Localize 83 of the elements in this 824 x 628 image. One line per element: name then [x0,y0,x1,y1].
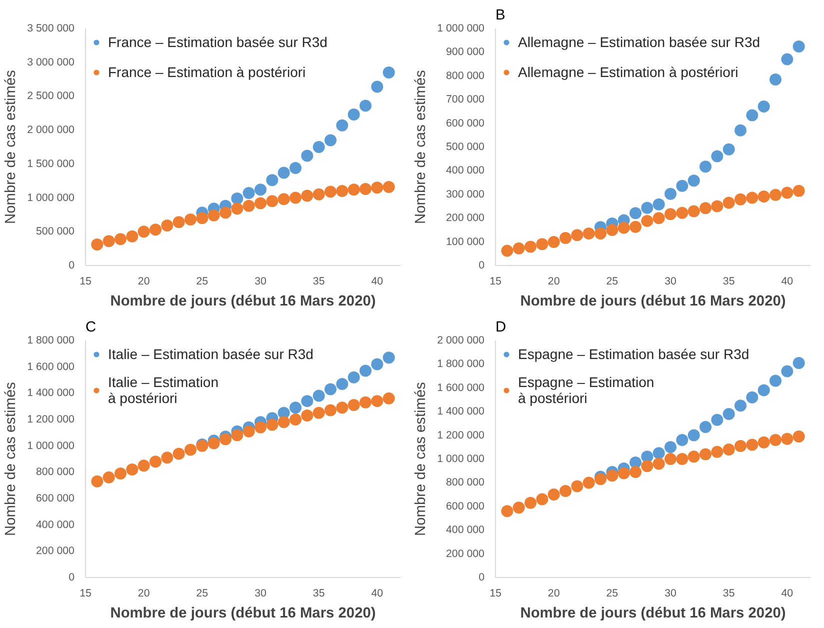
x-tick-label: 25 [606,588,618,600]
y-tick-label: 400 000 [36,518,75,531]
y-axis-title: Nombre de cas estimés [3,70,20,224]
y-tick-label: 3 000 000 [27,56,75,68]
y-tick-label: 500 000 [36,226,75,238]
y-tick-label: 1 000 000 [27,192,75,204]
legend-label: Italie – Estimation à postériori [108,374,218,406]
y-tick-label: 200 000 [446,548,485,560]
x-tick-label: 35 [312,276,325,288]
y-axis-title: Nombre de cas estimés [413,70,430,224]
text: B [496,8,506,24]
x-tick-label: 25 [196,588,208,600]
legend-label: France – Estimation basée sur R3d [108,34,328,50]
y-tick-label: 0 [68,260,75,272]
y-tick-label: 100 000 [446,236,485,248]
x-tick-label: 25 [606,276,618,288]
y-tick-label: 800 000 [36,466,75,478]
y-tick-label: 600 000 [446,500,485,512]
y-tick-label: 900 000 [446,46,485,58]
x-axis-title: Nombre de jours (début 16 Mars 2020) [110,606,376,622]
y-tick-label: 0 [68,572,75,584]
y-tick-label: 200 000 [446,212,485,224]
text: D [496,320,506,336]
y-tick-label: 300 000 [446,188,485,200]
y-tick-label: 0 [478,572,485,584]
y-tick-label: 1 400 000 [27,387,75,400]
y-tick-label: 1 200 000 [27,414,75,426]
x-tick-label: 20 [548,276,560,288]
x-tick-label: 15 [490,276,502,288]
y-tick-label: 200 000 [36,545,75,558]
y-tick-label: 1 800 000 [27,334,75,346]
y-tick-label: 1 600 000 [437,382,485,394]
y-tick-label: 1 500 000 [27,158,75,170]
y-tick-label: 400 000 [446,164,485,177]
x-tick-label: 20 [138,276,150,288]
x-axis-title: Nombre de jours (début 16 Mars 2020) [520,606,786,622]
x-tick-label: 20 [548,588,560,600]
y-axis-title: Nombre de cas estimés [3,382,20,536]
y-tick-label: 0 [478,260,485,272]
x-tick-label: 30 [254,276,266,288]
legend-label: Italie – Estimation basée sur R3d [108,346,314,362]
x-tick-label: 40 [781,276,794,288]
x-tick-label: 20 [138,588,150,600]
y-tick-label: 1 600 000 [27,360,75,373]
x-tick-label: 40 [371,588,384,600]
y-tick-label: 2 000 000 [27,124,75,136]
x-tick-label: 35 [722,588,735,600]
x-tick-label: 40 [781,588,794,600]
y-tick-label: 1 000 000 [437,22,485,34]
y-tick-label: 500 000 [446,141,485,153]
legend-label: France – Estimation à postériori [108,64,306,80]
legend-label: Allemagne – Estimation basée sur R3d [518,34,760,50]
y-tick-label: 1 000 000 [437,453,485,465]
y-tick-label: 2 500 000 [27,90,75,102]
legend-label: Espagne – Estimation basée sur R3d [518,346,750,362]
y-tick-label: 2 000 000 [437,334,485,346]
y-tick-label: 800 000 [446,70,485,82]
y-tick-label: 3 500 000 [27,22,75,34]
y-tick-label: 1 800 000 [437,358,485,370]
y-tick-label: 600 000 [446,117,485,130]
y-tick-label: 400 000 [446,524,485,536]
y-tick-label: 700 000 [446,94,485,106]
y-axis-title: Nombre de cas estimés [413,382,430,536]
x-tick-label: 35 [722,276,735,288]
x-tick-label: 30 [254,588,266,600]
y-tick-label: 1 400 000 [437,406,485,418]
y-tick-label: 600 000 [36,492,75,504]
x-axis-title: Nombre de jours (début 16 Mars 2020) [520,294,786,310]
x-tick-label: 35 [312,588,325,600]
text: C [86,320,96,336]
x-tick-label: 25 [196,276,208,288]
y-tick-label: 1 000 000 [27,440,75,452]
x-tick-label: 30 [664,588,676,600]
legend-label: Allemagne – Estimation à postériori [518,64,738,80]
x-tick-label: 15 [80,276,92,288]
legend-label: Espagne – Estimation à postériori [518,374,654,406]
x-axis-title: Nombre de jours (début 16 Mars 2020) [110,294,376,310]
x-tick-label: 40 [371,276,384,288]
y-tick-label: 800 000 [446,476,485,489]
x-tick-label: 15 [490,588,502,600]
x-tick-label: 15 [80,588,92,600]
x-tick-label: 30 [664,276,676,288]
y-tick-label: 1 200 000 [437,429,485,442]
